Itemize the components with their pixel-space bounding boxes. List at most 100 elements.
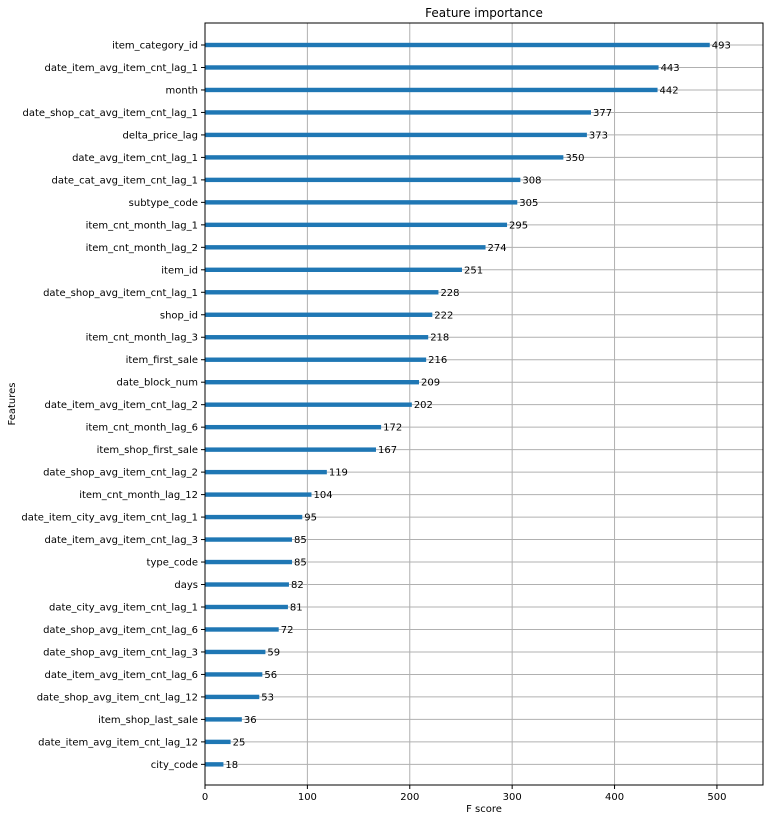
chart-title: Feature importance xyxy=(425,6,543,20)
value-label: 85 xyxy=(294,535,307,546)
value-label: 373 xyxy=(589,130,608,141)
bar xyxy=(205,649,266,655)
bar xyxy=(205,200,518,205)
y-tick-label: date_shop_avg_item_cnt_lag_1 xyxy=(43,288,198,299)
bar xyxy=(205,132,587,138)
bar xyxy=(205,177,521,183)
y-tick-label: item_cnt_month_lag_2 xyxy=(86,243,198,254)
value-label: 172 xyxy=(383,423,402,434)
value-label: 228 xyxy=(440,288,459,299)
y-tick-label: date_item_avg_item_cnt_lag_3 xyxy=(44,535,198,546)
value-label: 222 xyxy=(434,310,453,321)
y-tick-label: date_shop_cat_avg_item_cnt_lag_1 xyxy=(23,108,198,119)
y-tick-label: subtype_code xyxy=(129,198,198,209)
y-tick-label: date_item_avg_item_cnt_lag_6 xyxy=(44,670,198,681)
bar xyxy=(205,582,289,587)
y-tick-label: item_cnt_month_lag_6 xyxy=(86,423,198,434)
bar xyxy=(205,739,231,745)
y-axis: item_category_id date_item_avg_item_cnt_l… xyxy=(21,41,205,771)
y-tick-label: item_shop_last_sale xyxy=(98,715,198,726)
bar xyxy=(205,447,376,452)
bar xyxy=(205,357,427,362)
x-tick-label: 300 xyxy=(503,792,522,803)
value-label: 59 xyxy=(267,647,280,658)
y-tick-label: date_shop_avg_item_cnt_lag_12 xyxy=(37,692,198,703)
y-tick-label: item_first_sale xyxy=(126,355,198,366)
value-label: 377 xyxy=(593,108,612,119)
y-tick-label: item_id xyxy=(161,265,198,276)
value-label: 202 xyxy=(414,400,433,411)
value-label: 305 xyxy=(519,198,538,209)
value-label: 209 xyxy=(421,378,440,389)
bar xyxy=(205,537,293,542)
y-tick-label: date_avg_item_cnt_lag_1 xyxy=(72,153,198,164)
bar xyxy=(205,559,293,565)
value-label: 25 xyxy=(233,737,246,748)
value-label: 56 xyxy=(264,670,277,681)
bar xyxy=(205,42,710,48)
bar xyxy=(205,469,327,475)
value-label: 295 xyxy=(509,220,528,231)
value-label: 216 xyxy=(428,355,447,366)
y-tick-label: item_category_id xyxy=(112,41,198,52)
y-tick-label: month xyxy=(166,85,198,96)
y-tick-label: date_cat_avg_item_cnt_lag_1 xyxy=(52,175,198,186)
value-label: 308 xyxy=(522,175,541,186)
bar xyxy=(205,627,279,632)
value-label: 36 xyxy=(244,715,257,726)
y-tick-label: shop_id xyxy=(160,310,198,321)
x-axis: 0 100 200 300 400 500 xyxy=(202,785,726,803)
value-label: 82 xyxy=(291,580,304,591)
value-label: 95 xyxy=(304,513,317,524)
y-tick-label: item_shop_first_sale xyxy=(97,445,198,456)
y-tick-label: date_item_avg_item_cnt_lag_1 xyxy=(44,63,198,74)
value-label: 218 xyxy=(430,333,449,344)
y-tick-label: date_item_avg_item_cnt_lag_12 xyxy=(38,737,198,748)
bar xyxy=(205,312,433,317)
bar xyxy=(205,694,260,700)
bar xyxy=(205,335,429,340)
value-label: 442 xyxy=(660,85,679,96)
y-tick-label: date_shop_avg_item_cnt_lag_2 xyxy=(43,468,198,479)
value-label: 104 xyxy=(313,490,332,501)
bar xyxy=(205,762,224,767)
value-label: 251 xyxy=(464,265,483,276)
y-tick-label: date_item_city_avg_item_cnt_lag_1 xyxy=(21,513,198,524)
x-tick-label: 0 xyxy=(202,792,208,803)
bar xyxy=(205,222,508,228)
bar xyxy=(205,514,303,520)
y-tick-label: date_block_num xyxy=(117,378,199,389)
bar xyxy=(205,65,659,70)
bars xyxy=(205,42,710,767)
value-label: 72 xyxy=(281,625,294,636)
x-tick-label: 400 xyxy=(605,792,624,803)
bar xyxy=(205,380,419,385)
y-tick-label: date_item_avg_item_cnt_lag_2 xyxy=(44,400,198,411)
x-tick-label: 500 xyxy=(707,792,726,803)
bar xyxy=(205,492,312,497)
y-tick-label: item_cnt_month_lag_1 xyxy=(86,220,198,231)
y-tick-label: type_code xyxy=(147,558,198,569)
value-labels: 493 443 442 377 373 350 308 305 295 274 251 228 222 2… xyxy=(225,41,730,771)
y-tick-label: date_shop_avg_item_cnt_lag_6 xyxy=(43,625,198,636)
plot-frame xyxy=(204,22,764,786)
bar xyxy=(205,717,242,722)
bar xyxy=(205,267,462,272)
bar xyxy=(205,87,658,93)
bar xyxy=(205,672,263,677)
value-label: 85 xyxy=(294,558,307,569)
y-tick-label: date_city_avg_item_cnt_lag_1 xyxy=(49,603,198,614)
y-tick-label: city_code xyxy=(151,760,198,771)
y-tick-label: item_cnt_month_lag_12 xyxy=(79,490,198,501)
x-tick-label: 200 xyxy=(400,792,419,803)
x-tick-label: 100 xyxy=(298,792,317,803)
value-label: 53 xyxy=(261,692,274,703)
y-tick-label: days xyxy=(174,580,198,591)
y-tick-label: date_shop_avg_item_cnt_lag_3 xyxy=(43,647,198,658)
bar xyxy=(205,290,439,295)
value-label: 18 xyxy=(225,760,238,771)
y-tick-label: item_cnt_month_lag_3 xyxy=(86,333,198,344)
value-label: 81 xyxy=(290,603,303,614)
bar xyxy=(205,245,486,250)
value-label: 493 xyxy=(712,41,731,52)
